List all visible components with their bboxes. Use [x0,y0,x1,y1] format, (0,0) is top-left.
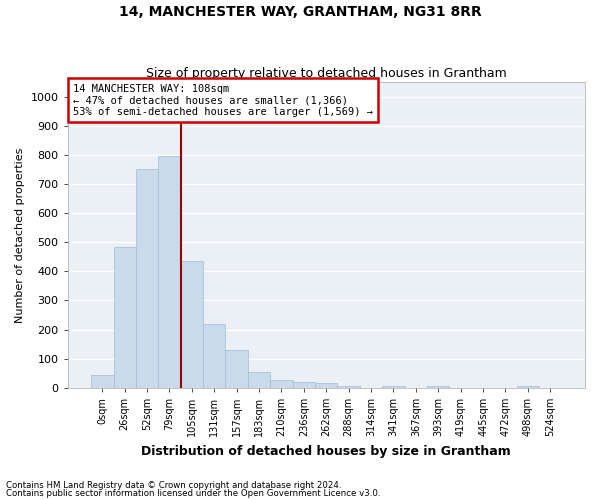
Text: 14, MANCHESTER WAY, GRANTHAM, NG31 8RR: 14, MANCHESTER WAY, GRANTHAM, NG31 8RR [119,5,481,19]
Bar [248,372,270,388]
Y-axis label: Number of detached properties: Number of detached properties [15,147,25,322]
Bar [226,350,248,388]
Bar [517,386,539,388]
Text: 14 MANCHESTER WAY: 108sqm
← 47% of detached houses are smaller (1,366)
53% of se: 14 MANCHESTER WAY: 108sqm ← 47% of detac… [73,84,373,117]
Bar [181,261,203,388]
Bar [382,386,404,388]
Bar [427,386,449,388]
X-axis label: Distribution of detached houses by size in Grantham: Distribution of detached houses by size … [142,444,511,458]
Text: Contains HM Land Registry data © Crown copyright and database right 2024.: Contains HM Land Registry data © Crown c… [6,481,341,490]
Text: Contains public sector information licensed under the Open Government Licence v3: Contains public sector information licen… [6,488,380,498]
Bar [270,380,293,388]
Bar [337,386,360,388]
Bar [136,170,158,388]
Bar [91,374,113,388]
Bar [113,246,136,388]
Bar [158,156,181,388]
Title: Size of property relative to detached houses in Grantham: Size of property relative to detached ho… [146,66,506,80]
Bar [293,382,315,388]
Bar [315,384,337,388]
Bar [203,324,226,388]
